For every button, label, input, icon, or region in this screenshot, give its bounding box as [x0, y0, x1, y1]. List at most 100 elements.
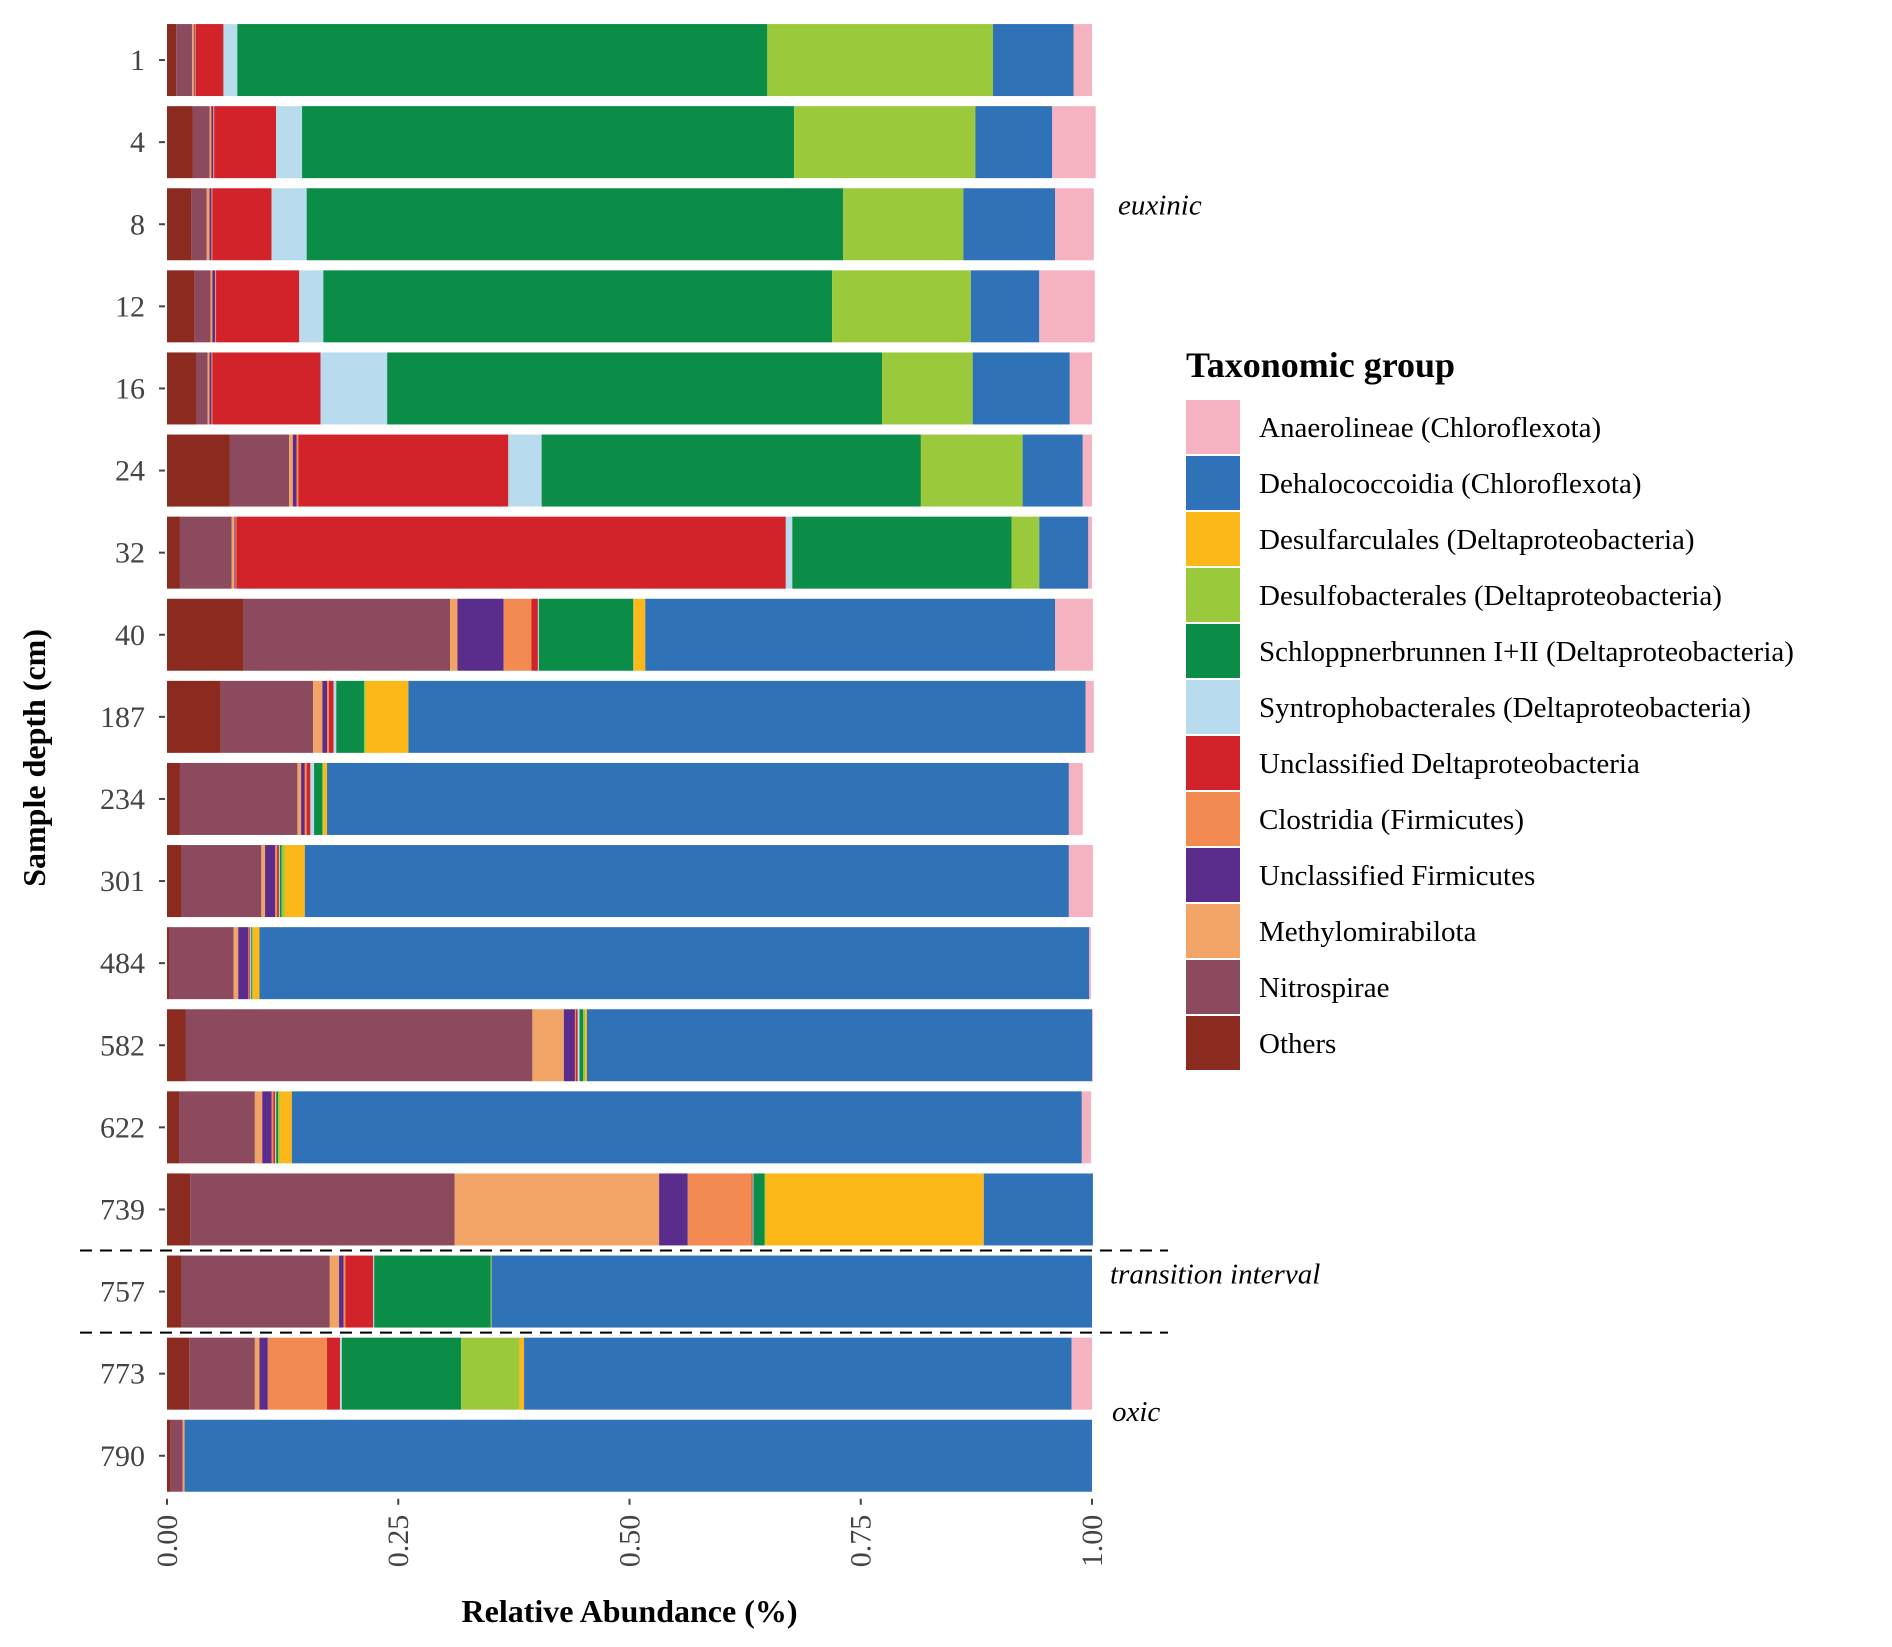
bar-739-unclassified-firmicutes [659, 1173, 688, 1246]
bar-4-clostridia-firmicutes [213, 106, 215, 179]
bar-757-methylomirabilota [329, 1255, 340, 1328]
bar-301-dehalococcoidia-chloroflexota [304, 845, 1069, 918]
bar-622-dehalococcoidia-chloroflexota [291, 1091, 1082, 1164]
bar-24-dehalococcoidia-chloroflexota [1022, 434, 1083, 507]
bar-773-syntrophobacterales-deltaproteobacteria [339, 1337, 342, 1410]
bar-301-methylomirabilota [261, 845, 266, 918]
bar-484-clostridia-firmicutes [248, 927, 250, 1000]
bar-187-syntrophobacterales-deltaproteobacteria [333, 680, 337, 753]
bar-301-desulfarculales-deltaproteobacteria [284, 845, 305, 918]
y-tick-label: 187 [100, 701, 145, 734]
bar-757-desulfobacterales-deltaproteobacteria [490, 1255, 492, 1328]
bar-16-anaerolineae-chloroflexota [1069, 352, 1092, 425]
bar-187-dehalococcoidia-chloroflexota [408, 680, 1086, 753]
bar-40-clostridia-firmicutes [503, 598, 532, 671]
bar-484-methylomirabilota [233, 927, 239, 1000]
bar-484-schloppnerbrunnen-i-ii-deltaproteobacteria [251, 927, 253, 1000]
legend-swatch-syntrophobacterales-deltaproteobacteria [1186, 680, 1240, 734]
bar-622-desulfarculales-deltaproteobacteria [279, 1091, 292, 1164]
bar-8-dehalococcoidia-chloroflexota [963, 188, 1055, 261]
bar-582-unclassified-deltaproteobacteria [575, 1009, 578, 1082]
legend-title: Taxonomic group [1186, 345, 1455, 385]
zone-label-oxic: oxic [1112, 1396, 1160, 1428]
zone-labels: euxinic transition interval oxic [1110, 189, 1320, 1428]
legend-swatch-nitrospirae [1186, 960, 1240, 1014]
bar-16-schloppnerbrunnen-i-ii-deltaproteobacteria [387, 352, 883, 425]
bar-12-schloppnerbrunnen-i-ii-deltaproteobacteria [323, 270, 833, 343]
bar-40-methylomirabilota [450, 598, 458, 671]
bar-582-desulfobacterales-deltaproteobacteria [583, 1009, 586, 1082]
bar-301-unclassified-deltaproteobacteria [277, 845, 279, 918]
bar-24-others [167, 434, 230, 507]
bar-234-anaerolineae-chloroflexota [1068, 762, 1083, 835]
bar-301-unclassified-firmicutes [265, 845, 276, 918]
bar-24-nitrospirae [229, 434, 290, 507]
bar-582-clostridia-firmicutes [574, 1009, 576, 1082]
bar-4-schloppnerbrunnen-i-ii-deltaproteobacteria [302, 106, 795, 179]
bar-773-schloppnerbrunnen-i-ii-deltaproteobacteria [341, 1337, 462, 1410]
bar-234-clostridia-firmicutes [304, 762, 307, 835]
bar-24-methylomirabilota [289, 434, 293, 507]
bar-1-clostridia-firmicutes [194, 24, 196, 97]
bar-12-nitrospirae [194, 270, 211, 343]
bar-773-unclassified-firmicutes [259, 1337, 268, 1410]
zone-dividers [80, 1249, 1168, 1334]
legend-swatch-clostridia-firmicutes [1186, 792, 1240, 846]
bar-12-clostridia-firmicutes [215, 270, 217, 343]
bar-582-others [167, 1009, 186, 1082]
bar-16-others [167, 352, 197, 425]
bar-8-desulfobacterales-deltaproteobacteria [843, 188, 964, 261]
bar-40-unclassified-firmicutes [457, 598, 504, 671]
legend-swatch-anaerolineae-chloroflexota [1186, 400, 1240, 454]
bar-8-schloppnerbrunnen-i-ii-deltaproteobacteria [306, 188, 844, 261]
bar-622-others [167, 1091, 180, 1164]
legend-label-unclassified-firmicutes: Unclassified Firmicutes [1259, 860, 1535, 892]
bar-1-syntrophobacterales-deltaproteobacteria [223, 24, 238, 97]
bar-739-methylomirabilota [454, 1173, 660, 1246]
bar-582-nitrospirae [185, 1009, 533, 1082]
bar-4-syntrophobacterales-deltaproteobacteria [276, 106, 303, 179]
legend-label-dehalococcoidia-chloroflexota: Dehalococcoidia (Chloroflexota) [1259, 468, 1641, 500]
bar-187-anaerolineae-chloroflexota [1085, 680, 1094, 753]
bar-234-schloppnerbrunnen-i-ii-deltaproteobacteria [314, 762, 323, 835]
bar-8-others [167, 188, 192, 261]
bar-8-anaerolineae-chloroflexota [1055, 188, 1094, 261]
bar-1-unclassified-firmicutes [193, 24, 195, 97]
bar-12-desulfobacterales-deltaproteobacteria [832, 270, 971, 343]
bar-739-desulfarculales-deltaproteobacteria [765, 1173, 984, 1246]
legend-label-syntrophobacterales-deltaproteobacteria: Syntrophobacterales (Deltaproteobacteria… [1259, 692, 1751, 724]
bar-8-unclassified-deltaproteobacteria [212, 188, 272, 261]
bar-622-anaerolineae-chloroflexota [1081, 1091, 1092, 1164]
bar-622-methylomirabilota [254, 1091, 263, 1164]
bar-301-clostridia-firmicutes [275, 845, 278, 918]
y-tick-label: 757 [100, 1276, 145, 1309]
bar-773-dehalococcoidia-chloroflexota [524, 1337, 1072, 1410]
bar-773-unclassified-deltaproteobacteria [327, 1337, 340, 1410]
y-axis: 1 4 8 12 16 24 32 40 187 234 301 484 582 622 739 757 773… [100, 44, 165, 1473]
x-tick-label: 0.00 [151, 1515, 184, 1568]
bar-32-nitrospirae [179, 516, 232, 589]
bar-40-schloppnerbrunnen-i-ii-deltaproteobacteria [538, 598, 634, 671]
bar-757-nitrospirae [181, 1255, 330, 1328]
y-tick-label: 12 [115, 290, 145, 323]
bar-12-dehalococcoidia-chloroflexota [970, 270, 1040, 343]
bar-40-desulfobacterales-deltaproteobacteria [633, 598, 635, 671]
bar-24-syntrophobacterales-deltaproteobacteria [508, 434, 542, 507]
bar-234-unclassified-deltaproteobacteria [306, 762, 311, 835]
legend-label-others: Others [1259, 1028, 1336, 1060]
x-axis-title: Relative Abundance (%) [462, 1593, 798, 1629]
bar-301-anaerolineae-chloroflexota [1068, 845, 1093, 918]
bar-790-dehalococcoidia-chloroflexota [184, 1419, 1092, 1492]
bar-16-unclassified-firmicutes [209, 352, 212, 425]
bar-24-desulfobacterales-deltaproteobacteria [920, 434, 1023, 507]
bar-484-desulfobacterales-deltaproteobacteria [252, 927, 254, 1000]
bar-4-others [167, 106, 193, 179]
bar-301-syntrophobacterales-deltaproteobacteria [278, 845, 280, 918]
bar-1-unclassified-deltaproteobacteria [195, 24, 224, 97]
bar-40-unclassified-deltaproteobacteria [531, 598, 538, 671]
bar-8-unclassified-firmicutes [209, 188, 212, 261]
bar-1-desulfobacterales-deltaproteobacteria [767, 24, 994, 97]
bar-8-methylomirabilota [206, 188, 210, 261]
legend-label-methylomirabilota: Methylomirabilota [1259, 916, 1477, 948]
